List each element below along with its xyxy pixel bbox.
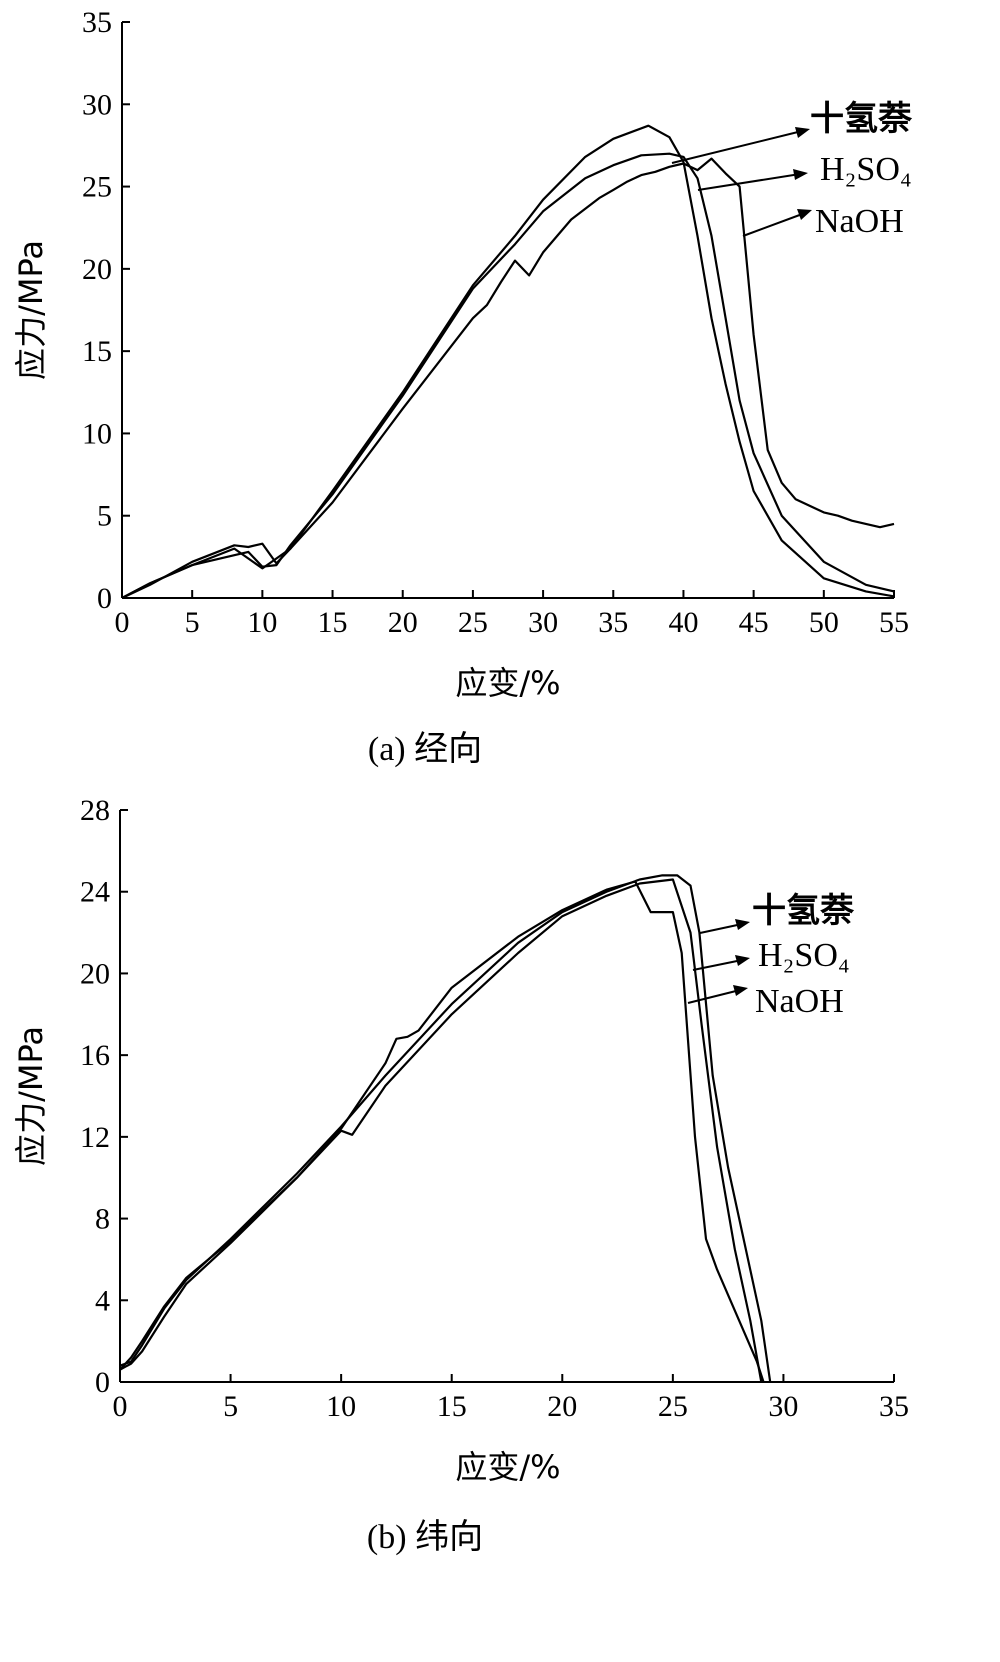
chart-b-arrow-naoh	[687, 989, 741, 1004]
chart-a-ytick-label: 10	[82, 417, 112, 450]
chart-a-arrow-h2so4	[697, 173, 801, 191]
chart-a-xtick-label: 20	[388, 606, 418, 639]
chart-b-xtick-label: 35	[879, 1390, 909, 1423]
chart-b-xlabel: 应变/%	[455, 1448, 560, 1486]
chart-b-series-3	[119, 880, 765, 1383]
chart-a-ytick-label: 30	[82, 88, 112, 121]
chart-a-ylabel: 应力/MPa	[12, 240, 50, 380]
chart-a-ytick-label: 25	[82, 171, 112, 204]
chart-b-xtick-label: 10	[326, 1390, 356, 1423]
chart-a-xtick-label: 50	[809, 606, 839, 639]
chart-a-legend-decalin: 十氢萘	[810, 99, 913, 139]
chart-b-xtick-label: 25	[658, 1390, 688, 1423]
chart-a-ytick-label: 15	[82, 335, 112, 368]
chart-a-series-2	[121, 152, 895, 599]
chart-b-ylabel: 应力/MPa	[12, 1026, 50, 1166]
chart-a-ytick-label: 0	[97, 582, 112, 615]
chart-b-arrow-decalin	[699, 923, 743, 934]
chart-a-series-group	[121, 124, 895, 599]
chart-a-series-1	[121, 124, 895, 599]
chart-a-xtick-label: 55	[879, 606, 909, 639]
chart-a-caption: (a) 经向	[368, 730, 482, 768]
chart-b-xtick-label: 0	[113, 1390, 128, 1423]
chart-a-arrowhead-decalin	[795, 127, 810, 138]
chart-b-series-1	[119, 874, 772, 1383]
chart-b-xtick-label: 5	[223, 1390, 238, 1423]
chart-b-ytick-label: 20	[80, 957, 110, 990]
chart-a-xtick-label: 25	[458, 606, 488, 639]
chart-a-legend-arrows	[671, 127, 812, 237]
chart-b-legend-decalin: 十氢萘	[752, 891, 855, 931]
chart-b-xtick-label: 30	[768, 1390, 798, 1423]
chart-b-xtick-label: 20	[547, 1390, 577, 1423]
chart-a-xtick-label: 40	[668, 606, 698, 639]
chart-a-ticks: 0 5 10 15 20 25 30 35 40 45 50 55 0 5 10 15 20 25 30 35	[82, 6, 909, 639]
chart-b-ytick-label: 28	[80, 794, 110, 827]
chart-b-arrow-h2so4	[692, 959, 743, 971]
chart-a-xlabel: 应变/%	[455, 664, 560, 702]
chart-a-xtick-label: 30	[528, 606, 558, 639]
chart-b-legend-h2so4: H₂SO₄	[758, 937, 850, 974]
chart-b-legend-arrows	[687, 919, 750, 1004]
chart-a-xtick-label: 15	[318, 606, 348, 639]
chart-a-xtick-label: 45	[739, 606, 769, 639]
chart-b-arrowhead-decalin	[735, 919, 750, 930]
chart-a-series-3	[121, 157, 895, 599]
chart-a-ytick-label: 35	[82, 6, 112, 39]
chart-a-xtick-label: 35	[598, 606, 628, 639]
chart-b-ytick-label: 4	[95, 1284, 110, 1317]
chart-a-arrow-naoh	[742, 212, 806, 237]
chart-a-ytick-label: 20	[82, 253, 112, 286]
chart-a: 0 5 10 15 20 25 30 35 40 45 50 55 0 5 10 15 20 25 30 35 应力/…	[12, 6, 913, 768]
chart-a-arrowhead-h2so4	[793, 169, 808, 180]
chart-b-legend-naoh: NaOH	[755, 983, 844, 1020]
chart-a-ytick-label: 5	[97, 500, 112, 533]
chart-b-arrowhead-h2so4	[735, 955, 750, 966]
chart-b-ytick-label: 16	[80, 1039, 110, 1072]
chart-a-arrowhead-naoh	[797, 209, 812, 220]
chart-b-ytick-label: 0	[95, 1366, 110, 1399]
chart-b-caption: (b) 纬向	[367, 1518, 483, 1556]
chart-a-xtick-label: 0	[115, 606, 130, 639]
chart-b-series-group	[119, 874, 772, 1383]
chart-b-arrowhead-naoh	[733, 985, 748, 996]
chart-a-legend-naoh: NaOH	[815, 203, 904, 240]
chart-b-ticks: 0 5 10 15 20 25 30 35 0 4 8 12 16 20 24 28	[80, 794, 909, 1423]
chart-b-ytick-label: 8	[95, 1203, 110, 1236]
chart-b-ytick-label: 12	[80, 1121, 110, 1154]
chart-b-series-2	[119, 878, 763, 1383]
chart-a-legend-h2so4: H₂SO₄	[820, 151, 912, 188]
chart-b-ytick-label: 24	[80, 876, 110, 909]
chart-a-arrow-decalin	[671, 130, 803, 164]
chart-a-xtick-label: 10	[247, 606, 277, 639]
chart-a-xtick-label: 5	[185, 606, 200, 639]
chart-b-xtick-label: 15	[437, 1390, 467, 1423]
